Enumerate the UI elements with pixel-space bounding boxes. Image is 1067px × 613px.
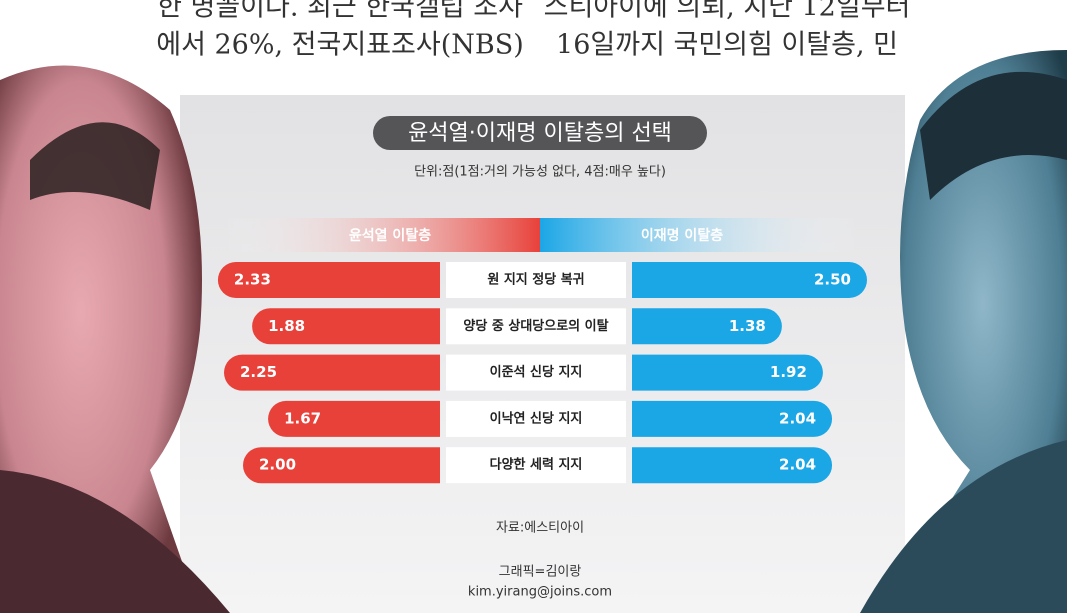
value-label: 1.92	[770, 363, 807, 381]
category-label: 이준석 신당 지지	[490, 364, 583, 380]
chart-title: 윤석열·이재명 이탈층의 선택	[408, 121, 672, 146]
credit: kim.yirang@joins.com	[468, 585, 612, 600]
value-label: 1.38	[729, 317, 766, 335]
article-text: 한 명꼴이다. 최근 한국갤럽 조사	[157, 0, 523, 23]
category-label: 다양한 세력 지지	[490, 457, 583, 473]
subtitle: 단위:점(1점:거의 가능성 없다, 4점:매우 높다)	[414, 165, 666, 180]
value-label: 2.33	[234, 271, 271, 289]
category-label: 이낙연 신당 지지	[490, 410, 583, 426]
value-label: 2.25	[240, 363, 277, 381]
article-text: 에서 26%, 전국지표조사(NBS)	[156, 30, 524, 61]
article-text: 스티아이에 의뢰, 지난 12일부터	[544, 0, 911, 23]
value-label: 2.04	[779, 409, 816, 427]
value-label: 2.04	[779, 456, 816, 474]
category-label: 양당 중 상대당으로의 이탈	[463, 318, 608, 334]
legend-label: 이재명 이탈층	[641, 227, 723, 244]
infographic: 한 명꼴이다. 최근 한국갤럽 조사 에서 26%, 전국지표조사(NBS) 스…	[0, 0, 1067, 613]
source: 자료:에스티아이	[496, 521, 584, 536]
category-label: 원 지지 정당 복귀	[487, 272, 584, 288]
legend-label: 윤석열 이탈층	[349, 227, 431, 244]
page: 한 명꼴이다. 최근 한국갤럽 조사 에서 26%, 전국지표조사(NBS) 스…	[0, 0, 1067, 613]
value-label: 1.67	[284, 409, 321, 427]
value-label: 2.00	[259, 456, 296, 474]
value-label: 2.50	[814, 271, 851, 289]
value-label: 1.88	[268, 317, 305, 335]
article-text: 16일까지 국민의힘 이탈층, 민	[556, 30, 898, 61]
credit: 그래픽=김이랑	[499, 565, 582, 580]
